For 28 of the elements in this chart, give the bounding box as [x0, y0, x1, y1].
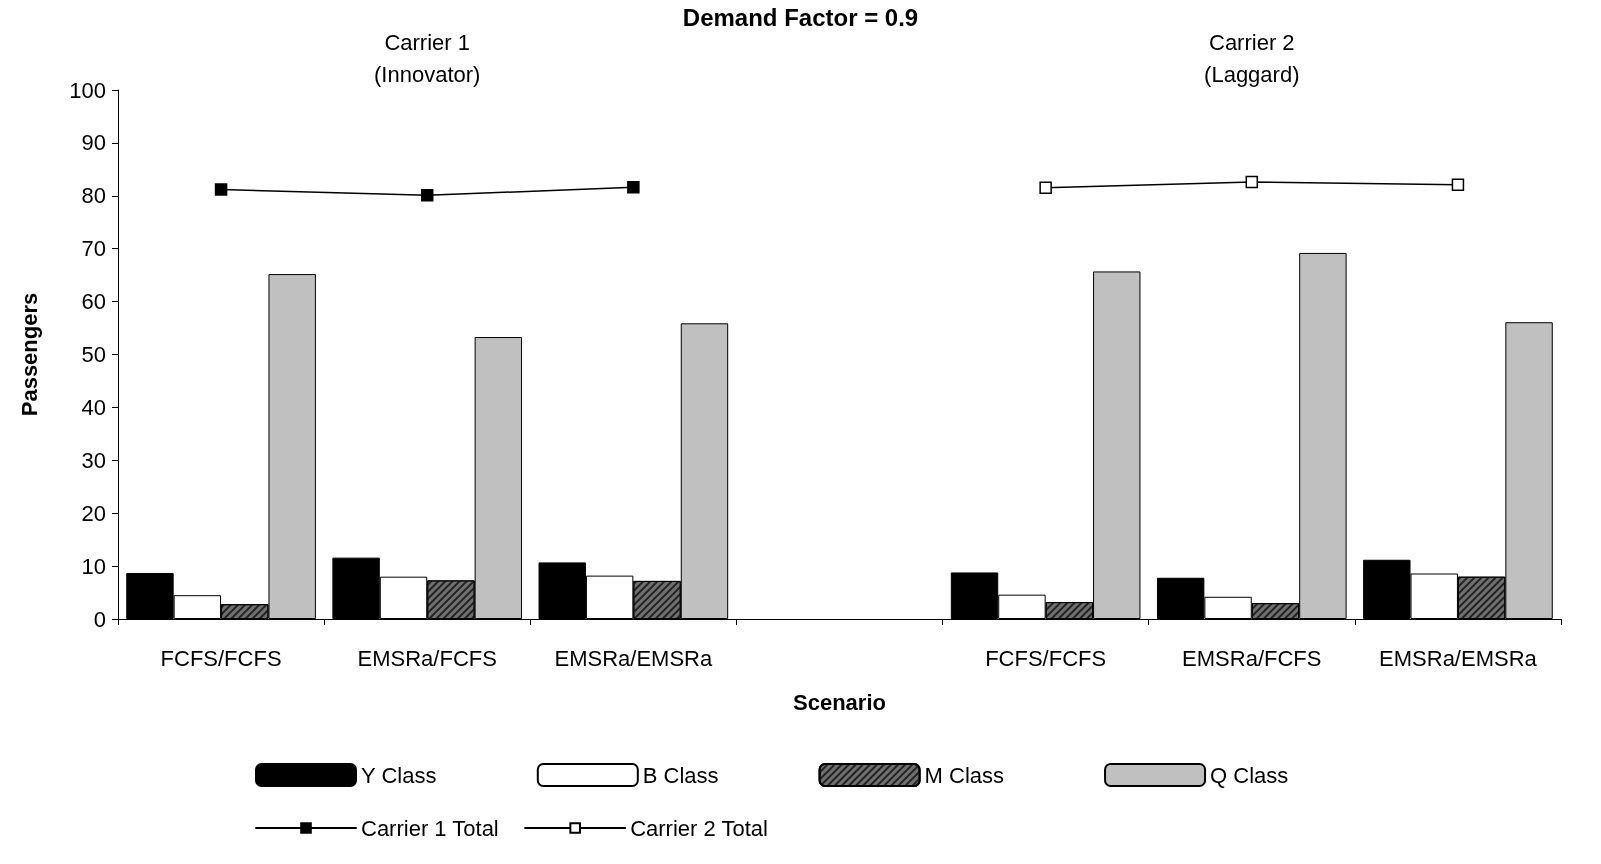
y-tick-label: 40 — [81, 394, 106, 420]
y-tick-label: 100 — [69, 77, 106, 103]
y-tick-label: 60 — [81, 289, 106, 315]
text: Carrier 1 (Innovator) — [374, 29, 481, 87]
y-tick-label: 10 — [81, 553, 106, 579]
legend-label: Carrier 1 Total — [361, 815, 499, 841]
chart-title: Demand Factor = 0.9 — [682, 3, 919, 31]
legend-label: Y Class — [361, 762, 437, 788]
x-tick-label: FCFS/FCFS — [985, 645, 1107, 671]
y-tick-label: 70 — [81, 236, 106, 262]
x-tick-label: EMSRa/EMSRa — [554, 645, 713, 671]
text: Carrier 2 (Laggard) — [1204, 29, 1300, 87]
legend-label: Q Class — [1210, 762, 1289, 788]
y-tick-label: 30 — [81, 447, 106, 473]
y-tick-label: 90 — [81, 130, 106, 156]
legend-label: M Class — [924, 762, 1005, 788]
y-tick-label: 80 — [81, 183, 106, 209]
x-axis-title: Scenario — [793, 689, 886, 715]
x-tick-label: EMSRa/EMSRa — [1379, 645, 1538, 671]
legend-label: Carrier 2 Total — [630, 815, 768, 841]
y-tick-label: 20 — [81, 500, 106, 526]
y-tick-label: 0 — [93, 606, 106, 632]
y-axis-title: Passengers — [16, 292, 42, 417]
legend-label: B Class — [642, 762, 719, 788]
x-tick-label: EMSRa/FCFS — [1182, 645, 1322, 671]
x-tick-label: EMSRa/FCFS — [357, 645, 497, 671]
x-tick-label: FCFS/FCFS — [160, 645, 282, 671]
y-tick-label: 50 — [81, 342, 106, 367]
